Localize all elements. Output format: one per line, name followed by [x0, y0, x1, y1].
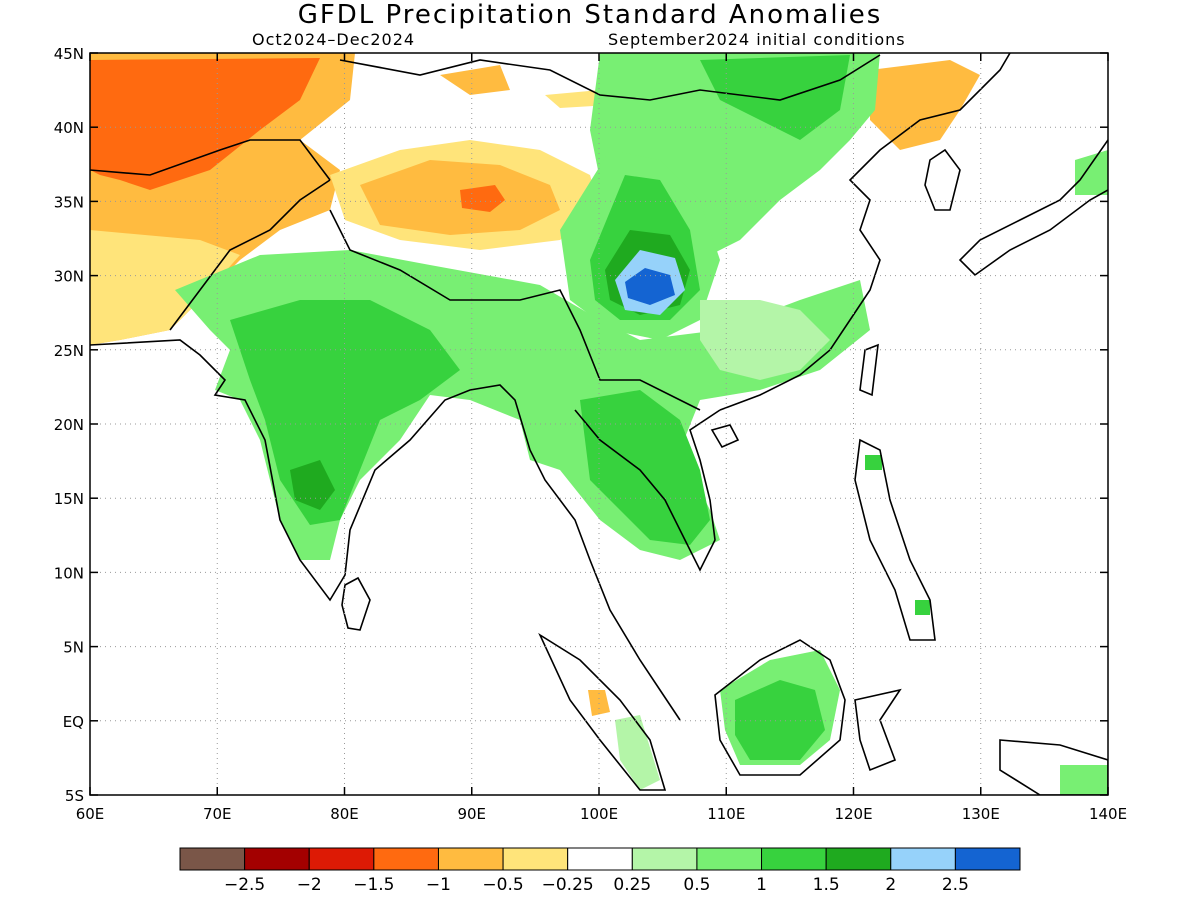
- lat-tick-label: 5S: [65, 787, 84, 805]
- dry-spot-tibet: [460, 185, 505, 212]
- colorbar-label: 1: [756, 875, 767, 895]
- coastline-hainan: [710, 424, 740, 449]
- forecast-period: Oct2024–Dec2024: [252, 30, 416, 49]
- lon-tick-label: 100E: [580, 805, 618, 823]
- wet-strong-india: [290, 460, 335, 510]
- wet-core-borneo: [735, 680, 825, 760]
- lon-tick-label: 120E: [834, 805, 872, 823]
- colorbar-label: −1: [426, 875, 451, 895]
- coastline-newguinea: [999, 739, 1108, 795]
- coastline-japan: [958, 139, 1108, 277]
- colorbar-label: 0.5: [683, 875, 710, 895]
- lat-tick-label: 5N: [63, 639, 84, 657]
- colorbar-swatch: [308, 847, 375, 871]
- anomaly-fields: [90, 53, 1108, 795]
- wet-spot-newguinea: [1060, 765, 1108, 795]
- colorbar-swatch: [179, 847, 246, 871]
- coastline-china: [719, 53, 1011, 411]
- lat-tick-label: 30N: [54, 268, 84, 286]
- border-pakistan: [169, 179, 331, 331]
- lat-tick-label: 10N: [54, 564, 84, 582]
- lat-tick-label: EQ: [63, 713, 84, 731]
- wet-core-north: [700, 55, 850, 140]
- colorbar-label: −1.5: [353, 875, 394, 895]
- lat-tick-label: 20N: [54, 416, 84, 434]
- gridlines: [90, 53, 1108, 795]
- wet-region-sumatra: [615, 715, 660, 790]
- coastline-sulawesi: [854, 688, 902, 772]
- lat-tick-label: 25N: [54, 342, 84, 360]
- colorbar-label: 1.5: [813, 875, 840, 895]
- colorbar-label: −2: [297, 875, 322, 895]
- colorbar-swatch: [890, 847, 956, 871]
- colorbar-label: −2.5: [224, 875, 265, 895]
- dry-core-tibet: [360, 160, 560, 235]
- wet-spot-japan: [1075, 150, 1108, 195]
- colorbar-swatch: [567, 847, 633, 871]
- initial-conditions: September2024 initial conditions: [608, 30, 906, 49]
- colorbar-label: 2.5: [942, 875, 969, 895]
- border-central-asia: [90, 139, 331, 181]
- colorbar-swatch: [631, 847, 698, 871]
- colorbar-swatch: [244, 847, 310, 871]
- colorbar-label: 0.25: [613, 875, 651, 895]
- coastline-indochina: [574, 409, 721, 572]
- colorbar-swatch: [502, 847, 569, 871]
- wet-spot-philippines: [865, 455, 882, 470]
- coastline-sumatra: [538, 632, 667, 791]
- wet-core-india: [230, 300, 460, 525]
- border-mongolia: [339, 54, 881, 101]
- coastline-india: [90, 339, 681, 721]
- lat-tick-label: 40N: [54, 119, 84, 137]
- lon-tick-label: 70E: [203, 805, 232, 823]
- lat-tick-label: 35N: [54, 193, 84, 211]
- wet-25-sichuan: [625, 268, 675, 305]
- colorbar-swatch: [825, 847, 892, 871]
- lon-tick-label: 80E: [330, 805, 359, 823]
- colorbar-swatch: [437, 847, 504, 871]
- colorbar: −2.5 −2 −1.5 −1 −0.5 −0.25 0.25 0.5 1 1.5 2 2.5: [179, 847, 1021, 895]
- wet-region-southchina: [700, 300, 830, 380]
- lat-tick-label: 15N: [54, 490, 84, 508]
- coastline-srilanka: [341, 576, 371, 631]
- colorbar-swatch: [696, 847, 763, 871]
- axis-ticks: 60E 70E 80E 90E 100E 110E 120E 130E 140E 45N 40N 35…: [54, 45, 1127, 823]
- wet-spot-mindanao: [915, 600, 930, 615]
- dry-core-west: [90, 58, 320, 190]
- colorbar-label: 2: [885, 875, 896, 895]
- colorbar-swatch: [373, 847, 439, 871]
- coastline-borneo: [714, 639, 846, 776]
- map-title: GFDL Precipitation Standard Anomalies: [297, 0, 883, 30]
- colorbar-swatch: [954, 847, 1021, 871]
- border-china: [329, 209, 701, 411]
- colorbar-swatch: [761, 847, 827, 871]
- wet-core-indochina: [580, 390, 710, 545]
- dry-region-north: [440, 65, 510, 95]
- lon-tick-label: 60E: [76, 805, 105, 823]
- lon-tick-label: 90E: [457, 805, 486, 823]
- dry-region-northeast: [870, 60, 980, 150]
- dry-region-west-light: [90, 230, 240, 345]
- lon-tick-label: 140E: [1089, 805, 1127, 823]
- coastline-korea: [924, 148, 961, 211]
- coastline-taiwan: [859, 343, 879, 397]
- coastlines: [90, 53, 1108, 795]
- lon-tick-label: 130E: [962, 805, 1000, 823]
- coastline-philippines: [854, 438, 936, 641]
- lon-tick-label: 110E: [707, 805, 745, 823]
- colorbar-label: −0.5: [482, 875, 523, 895]
- lat-tick-label: 45N: [54, 45, 84, 63]
- colorbar-label: −0.25: [542, 875, 594, 895]
